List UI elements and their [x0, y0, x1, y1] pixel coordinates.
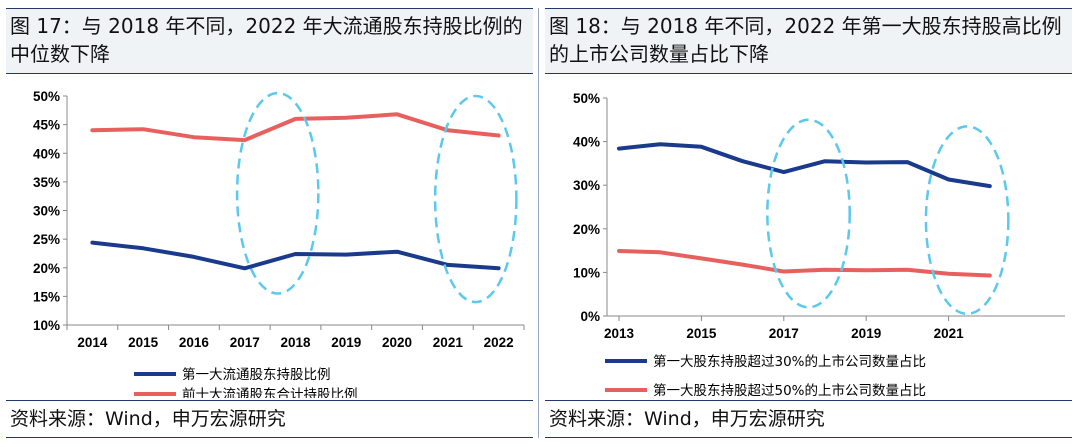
highlight-ellipse-1 — [766, 118, 851, 309]
y-tick-label: 15% — [33, 289, 60, 304]
legend-label-1: 第一大股东持股超过30%的上市公司数量占比 — [653, 353, 926, 370]
y-tick-label: 30% — [33, 204, 60, 219]
series-line-1 — [617, 142, 992, 189]
x-tick-label: 2015 — [128, 335, 159, 350]
figure-18-source: 资料来源：Wind，申万宏源研究 — [549, 408, 825, 430]
y-tick-label: 40% — [573, 135, 600, 150]
y-tick-label: 25% — [33, 232, 60, 247]
y-tick-label: 30% — [573, 178, 600, 193]
figure-18-panel: 图 18：与 2018 年不同，2022 年第一大股东持股高比例的上市公司数量占… — [545, 8, 1072, 438]
x-tick-label: 2017 — [230, 335, 260, 350]
figure-17-source-box: 资料来源：Wind，申万宏源研究 — [6, 400, 533, 438]
x-tick-label: 2013 — [604, 326, 635, 341]
y-tick-label: 10% — [573, 265, 600, 280]
panel-divider — [538, 8, 539, 438]
y-tick-label: 20% — [573, 222, 600, 237]
figure-17-title: 图 17：与 2018 年不同，2022 年大流通股东持股比例的中位数下降 — [10, 14, 523, 66]
x-tick-label: 2019 — [331, 335, 361, 350]
highlight-ellipse-2 — [433, 94, 518, 304]
y-tick-label: 35% — [33, 175, 60, 190]
x-tick-label: 2021 — [433, 335, 464, 350]
x-tick-label: 2014 — [77, 335, 108, 350]
legend-label-2: 第一大股东持股超过50%的上市公司数量占比 — [653, 382, 926, 398]
y-tick-label: 50% — [573, 91, 600, 106]
figure-17-line-chart: 10% 15% 20% 25% 30% 35% 40% 45% 50% 2014 2015 2016 2… — [33, 89, 525, 398]
series-line-1 — [90, 240, 501, 271]
x-tick-label: 2016 — [179, 335, 210, 350]
figure-18-title: 图 18：与 2018 年不同，2022 年第一大股东持股高比例的上市公司数量占… — [549, 14, 1062, 66]
y-tick-label: 45% — [33, 118, 60, 133]
highlight-ellipse-1 — [235, 91, 320, 295]
series-line-2 — [617, 249, 992, 278]
y-tick-label: 50% — [33, 89, 60, 104]
y-tick-label: 0% — [580, 309, 600, 324]
figure-17-panel: 图 17：与 2018 年不同，2022 年大流通股东持股比例的中位数下降 10… — [6, 8, 533, 438]
y-tick-label: 20% — [33, 261, 60, 276]
highlight-ellipse-2 — [924, 125, 1010, 316]
x-tick-label: 2021 — [934, 326, 965, 341]
y-tick-label: 10% — [33, 318, 60, 333]
figure-18-title-box: 图 18：与 2018 年不同，2022 年第一大股东持股高比例的上市公司数量占… — [545, 8, 1072, 74]
figure-18-line-chart: 0% 10% 20% 30% 40% 50% 2013 2015 2017 2019 2021 第一大… — [573, 91, 1065, 398]
figure-17-source: 资料来源：Wind，申万宏源研究 — [10, 408, 286, 430]
legend-label-2: 前十大流通股东合计持股比例 — [182, 386, 358, 398]
x-tick-label: 2022 — [484, 335, 514, 350]
figure-17-title-box: 图 17：与 2018 年不同，2022 年大流通股东持股比例的中位数下降 — [6, 8, 533, 74]
series-line-2 — [90, 112, 501, 143]
y-tick-label: 40% — [33, 146, 60, 161]
x-tick-label: 2017 — [769, 326, 799, 341]
x-tick-label: 2015 — [686, 326, 717, 341]
x-tick-label: 2020 — [382, 335, 412, 350]
legend-label-1: 第一大流通股东持股比例 — [182, 366, 331, 383]
x-tick-label: 2018 — [280, 335, 311, 350]
figure-18-source-box: 资料来源：Wind，申万宏源研究 — [545, 400, 1072, 438]
x-tick-label: 2019 — [851, 326, 881, 341]
